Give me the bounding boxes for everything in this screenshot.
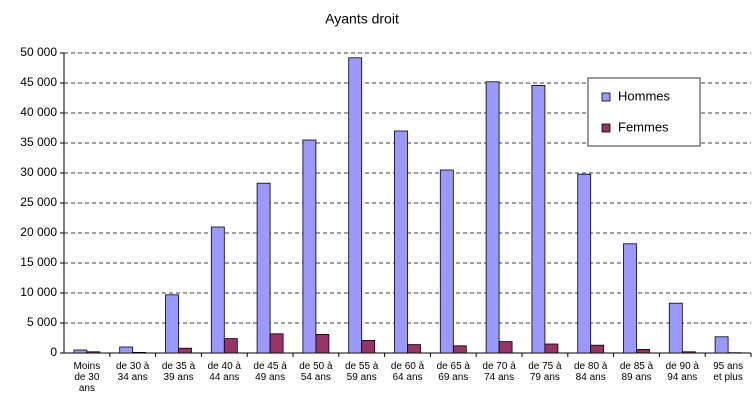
bar [178,347,192,354]
x-tick-label: de 70 à 74 ans [482,361,516,383]
bar [132,351,147,354]
y-tick-label: 20 000 [20,225,57,239]
y-tick-label: 30 000 [20,165,57,179]
legend-box [587,77,701,147]
y-tick-label: 10 000 [20,285,57,299]
x-tick-label: de 50 à 54 ans [299,361,333,383]
y-tick-label: 40 000 [20,105,57,119]
x-tick-label: de 80 à 84 ans [574,361,608,383]
x-tick-label: de 30 à 34 ans [116,361,150,383]
bar [210,226,225,354]
y-tick-label: 0 [50,345,57,359]
bar [590,344,605,354]
legend-label: Hommes [618,88,671,103]
bar [86,351,101,354]
bar [315,333,330,354]
x-tick-label: de 40 à 44 ans [207,361,241,383]
x-tick-label: de 55 à 59 ans [345,361,379,383]
bar [714,336,729,354]
bar [531,85,546,354]
bar [577,173,592,354]
legend-label: Femmes [618,119,669,134]
chart-title: Ayants droit [325,11,399,27]
y-tick-label: 45 000 [20,75,57,89]
x-tick-label: de 45 à 49 ans [253,361,287,383]
bar [498,341,513,354]
bar [269,333,284,354]
x-tick-label: de 85 à 89 ans [619,361,654,383]
bar [544,343,559,354]
bar [452,345,467,354]
bar [623,243,637,354]
bar [636,348,650,354]
bar [439,169,454,354]
x-tick-label: de 60 à 64 ans [390,361,425,383]
bar [668,302,683,354]
bar [348,57,363,354]
y-tick-label: 35 000 [20,135,57,149]
y-tick-label: 50 000 [20,45,57,59]
x-tick-label: Moins de 30 ans [73,361,101,394]
legend-swatch [601,123,611,133]
x-tick-label: de 35 à 39 ans [161,361,196,383]
x-tick-label: de 90 à 94 ans [665,361,699,383]
bar [485,81,500,354]
y-tick-label: 25 000 [20,195,57,209]
bar [223,338,238,354]
legend-swatch [601,92,611,102]
y-tick-label: 5 000 [27,315,57,329]
bar [407,344,421,354]
bar [681,351,696,354]
bar [394,130,408,354]
x-tick-label: de 65 à 69 ans [436,361,470,383]
bar [73,349,88,354]
bar [119,346,134,354]
bar [361,339,376,354]
bar [256,182,271,354]
bar [165,294,179,354]
x-tick-label: de 75 à 79 ans [528,361,562,383]
y-tick-label: 15 000 [20,255,57,269]
x-tick-label: 95 ans et plus [713,361,744,383]
bar [302,139,317,354]
